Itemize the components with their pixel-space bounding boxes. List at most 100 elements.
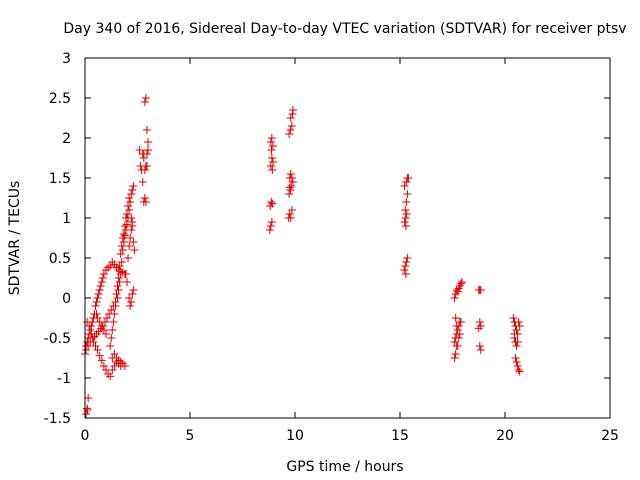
data-point	[401, 206, 410, 214]
y-tick-label: -1	[57, 371, 71, 387]
data-point	[401, 262, 410, 270]
x-axis-label: GPS time / hours	[286, 459, 403, 475]
data-point	[94, 327, 103, 336]
data-point	[83, 318, 92, 326]
y-tick-label: 2.5	[49, 91, 71, 107]
data-point	[124, 202, 133, 210]
data-point	[511, 354, 520, 362]
data-point	[113, 282, 122, 290]
data-point	[125, 242, 134, 250]
data-point	[403, 190, 412, 198]
y-tick-label: -1.5	[44, 411, 71, 427]
data-point	[117, 258, 126, 266]
data-point	[514, 366, 523, 374]
data-point	[85, 322, 94, 330]
chart-title: Day 340 of 2016, Sidereal Day-to-day VTE…	[63, 21, 626, 37]
data-point	[450, 354, 459, 362]
data-point	[267, 134, 276, 142]
data-point	[114, 286, 123, 294]
data-point	[93, 294, 102, 302]
data-point	[129, 182, 138, 190]
data-point	[266, 138, 275, 146]
x-tick-label: 0	[81, 428, 90, 444]
data-point	[476, 286, 485, 294]
data-point	[92, 298, 101, 306]
data-point	[266, 162, 275, 170]
y-tick-label: 1	[62, 211, 71, 227]
data-point	[285, 210, 294, 218]
data-point	[453, 287, 462, 296]
data-point	[94, 290, 103, 298]
data-point	[91, 302, 100, 310]
data-point	[402, 258, 411, 266]
data-point	[515, 367, 524, 376]
data-point	[453, 326, 462, 334]
data-point	[93, 314, 102, 322]
data-point	[125, 206, 134, 214]
x-tick-label: 10	[286, 428, 304, 444]
data-point	[450, 294, 459, 302]
data-point	[509, 314, 518, 322]
data-point	[123, 210, 131, 218]
data-point	[82, 410, 91, 418]
data-point	[111, 302, 120, 310]
data-point	[127, 226, 136, 234]
data-point	[144, 138, 152, 146]
data-point	[121, 270, 130, 278]
data-point	[127, 214, 136, 222]
data-point	[95, 318, 104, 326]
data-point	[268, 166, 277, 174]
x-tick-label: 5	[186, 428, 195, 444]
data-point	[286, 114, 295, 122]
data-point	[142, 126, 151, 134]
data-point	[106, 372, 115, 381]
data-point	[403, 254, 412, 262]
y-tick-label: 0.5	[49, 251, 71, 267]
data-point	[402, 198, 411, 206]
data-point	[109, 318, 118, 326]
data-point	[456, 279, 465, 288]
data-point	[453, 342, 462, 350]
data-point	[475, 342, 484, 350]
data-point	[142, 162, 151, 170]
data-point	[287, 182, 296, 190]
data-point	[286, 126, 295, 134]
data-point	[139, 150, 148, 158]
data-point	[116, 250, 125, 258]
data-point	[99, 270, 108, 278]
x-tick-label: 20	[496, 428, 514, 444]
data-point	[92, 310, 101, 318]
data-point	[457, 278, 466, 286]
data-point	[104, 263, 113, 272]
data-point	[127, 190, 136, 198]
data-point	[120, 222, 129, 230]
data-point	[110, 260, 119, 269]
data-point	[138, 178, 147, 186]
data-point	[86, 338, 95, 346]
data-point	[123, 278, 131, 286]
data-point	[513, 362, 522, 370]
y-tick-label: 3	[62, 51, 71, 67]
data-point	[114, 266, 123, 274]
data-point	[456, 318, 465, 326]
data-point	[95, 286, 104, 294]
data-point	[103, 314, 112, 322]
data-point	[400, 266, 409, 274]
x-tick-label: 25	[601, 428, 619, 444]
y-tick-label: 0	[62, 291, 71, 307]
data-point	[267, 218, 276, 226]
data-point	[454, 334, 463, 342]
data-point	[119, 238, 128, 246]
data-point	[125, 294, 134, 302]
data-point	[93, 346, 102, 354]
y-tick-label: -0.5	[44, 331, 71, 347]
data-point	[286, 170, 295, 178]
data-point	[267, 154, 276, 162]
data-point	[97, 356, 106, 365]
data-point	[99, 362, 108, 370]
data-point	[265, 226, 274, 234]
data-point	[124, 254, 133, 262]
data-point	[141, 198, 150, 206]
data-point	[287, 174, 296, 182]
